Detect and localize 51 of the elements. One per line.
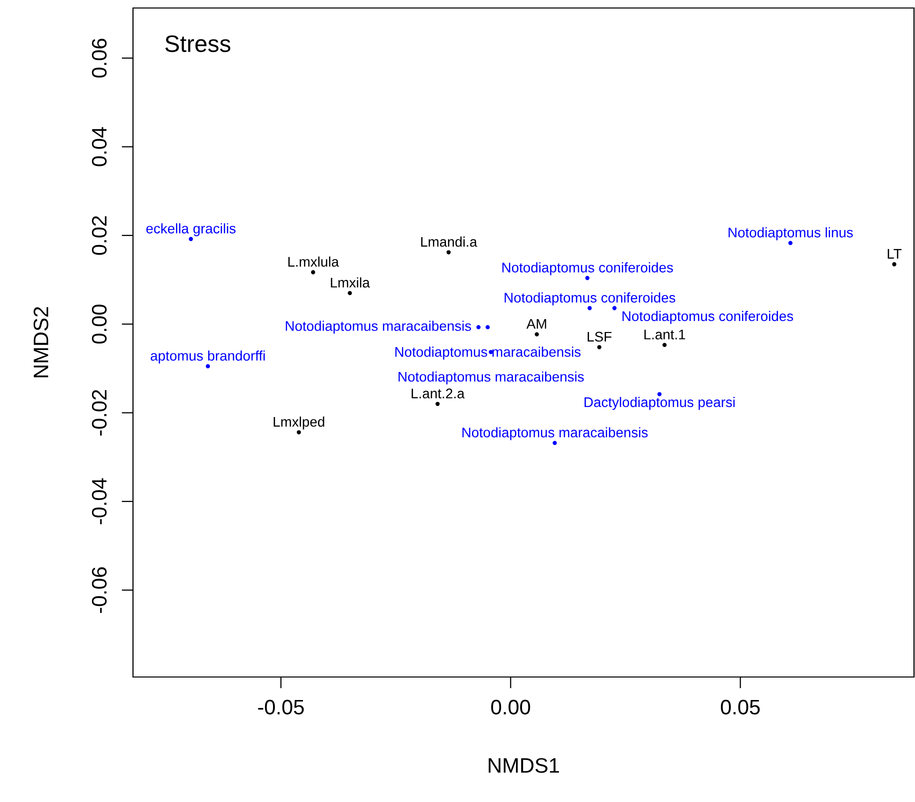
data-label: LSF bbox=[588, 332, 612, 342]
data-label: Notodiaptomus maracaibensis bbox=[462, 427, 648, 440]
data-label: aptomus brandorffi bbox=[150, 350, 265, 364]
point bbox=[311, 270, 316, 274]
data-label: L.ant.1 bbox=[644, 330, 686, 340]
data-label: Notodiaptomus coniferoides bbox=[502, 262, 673, 276]
x-tick-label: -0.05 bbox=[258, 700, 304, 715]
point bbox=[657, 392, 662, 396]
data-label: Lmandi.a bbox=[421, 236, 478, 247]
data-label: eckella gracilis bbox=[146, 223, 236, 236]
y-tick-label: 0.02 bbox=[92, 216, 107, 255]
data-label: AM bbox=[526, 319, 546, 329]
point bbox=[552, 440, 557, 445]
y-tick-label: 0.06 bbox=[92, 38, 107, 78]
x-tick-label: 0.00 bbox=[491, 700, 530, 715]
annotation: Stress bbox=[165, 35, 230, 52]
data-label: Lmxlped bbox=[274, 416, 324, 430]
data-label: Notodiaptomus maracaibensis bbox=[395, 346, 581, 360]
data-label: Notodiaptomus maracaibensis bbox=[398, 371, 584, 384]
x-axis-title: NMDS1 bbox=[488, 758, 559, 773]
point bbox=[534, 332, 539, 336]
point bbox=[788, 240, 792, 246]
point bbox=[476, 325, 481, 330]
data-label: Dactylodiaptomus pearsi bbox=[584, 396, 735, 410]
point bbox=[348, 290, 352, 296]
data-label: LT bbox=[888, 249, 902, 259]
data-label: Lmxila bbox=[330, 277, 370, 288]
point bbox=[588, 306, 592, 310]
point bbox=[486, 325, 490, 330]
point bbox=[662, 342, 667, 348]
point bbox=[206, 364, 210, 368]
point bbox=[612, 306, 617, 310]
y-tick-label: -0.02 bbox=[92, 390, 107, 436]
y-tick-label: 0.00 bbox=[92, 304, 107, 344]
y-tick-label: 0.04 bbox=[92, 127, 107, 166]
point bbox=[436, 402, 440, 406]
data-label: Notodiaptomus coniferoides bbox=[504, 292, 676, 306]
y-tick-label: -0.06 bbox=[92, 567, 107, 613]
point bbox=[585, 276, 590, 280]
data-label: Notodiaptomus maracaibensis bbox=[286, 320, 472, 334]
data-label: L.mxlula bbox=[288, 256, 339, 267]
y-tick-label: -0.04 bbox=[92, 478, 107, 524]
point bbox=[296, 430, 301, 434]
y-axis-title: NMDS2 bbox=[34, 307, 48, 378]
x-tick-label: 0.05 bbox=[720, 700, 760, 715]
point bbox=[188, 236, 193, 242]
point bbox=[446, 250, 451, 254]
data-label: L.ant.2.a bbox=[412, 388, 465, 398]
data-label: Notodiaptomus coniferoides bbox=[622, 310, 794, 324]
point bbox=[597, 345, 602, 350]
data-label: Notodiaptomus linus bbox=[728, 227, 853, 240]
